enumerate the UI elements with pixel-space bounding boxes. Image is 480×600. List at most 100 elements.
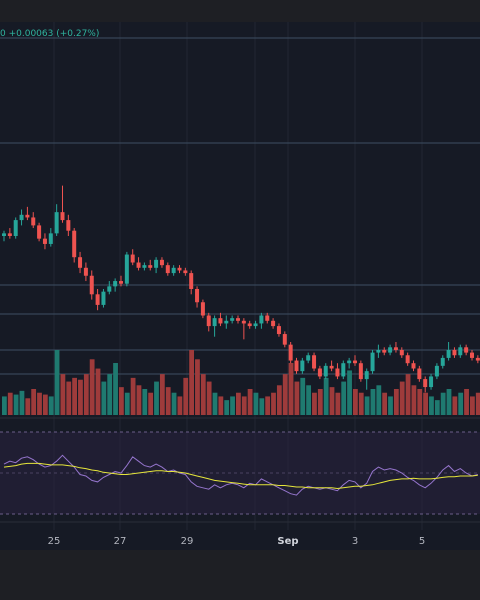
volume-bar [107,374,113,415]
volume-bar [417,389,423,415]
candle-body [282,334,287,345]
volume-bar [206,381,212,415]
volume-bar [60,374,66,415]
volume-bar [411,385,417,415]
candle-body [452,349,457,356]
candle-body [113,281,118,287]
volume-bar [364,396,370,415]
volume-bar [189,350,194,415]
volume-bar [159,374,165,415]
volume-bar [83,374,89,415]
volume-bar [306,385,311,415]
candle-body [183,270,188,274]
candle-body [288,344,293,361]
volume-bar [452,396,458,415]
volume-bar [42,394,48,415]
volume-bar [335,392,341,415]
candle-body [189,273,194,289]
volume-bar [388,396,393,415]
candle-body [119,281,123,284]
volume-bar [183,377,189,415]
candle-body [130,254,135,263]
volume-bar [177,396,183,415]
candle-body [165,265,170,274]
volume-bar [393,389,399,415]
volume-bar [19,390,25,415]
volume-bar [224,400,230,415]
candle-body [148,265,153,268]
candle-body [423,379,428,388]
volume-bar [312,392,317,415]
candle-body [230,318,235,321]
volume-bar [464,389,469,415]
volume-bar [230,396,235,415]
volume-bar [353,389,358,415]
candle-body [370,352,375,372]
candle-body [66,220,71,231]
volume-bar [136,385,142,415]
candle-body [25,214,30,218]
volume-bar [423,392,428,415]
volume-bar [2,396,7,415]
candle-body [335,368,340,377]
candle-body [107,286,112,292]
candle-body [464,347,469,353]
candle-body [124,254,129,284]
volume-bar [429,396,434,415]
volume-bar [101,381,107,415]
candle-body [159,259,164,266]
volume-bar [218,396,224,415]
volume-pane [2,350,480,415]
volume-bar [300,377,306,415]
candle-body [236,318,240,321]
candle-body [358,363,363,380]
volume-bar [119,387,124,415]
candle-body [136,262,141,268]
candle-body [95,294,100,305]
candle-body [19,214,24,221]
top-toolbar [0,0,480,22]
candle-body [458,347,463,356]
candle-body [265,315,270,321]
volume-bar [288,363,294,415]
candle-body [78,257,83,268]
volume-bar [78,379,83,415]
volume-bar [142,389,148,415]
candle-body [72,230,77,258]
volume-bar [329,387,335,415]
volume-bar [341,381,347,415]
candle-body [329,365,334,369]
candle-body [312,355,317,369]
volume-bar [370,389,376,415]
candle-body [83,267,88,276]
volume-bar [148,392,154,415]
volume-bar [458,392,464,415]
candle-body [470,352,474,358]
volume-bar [89,359,95,415]
volume-bar [247,389,253,415]
candle-body [417,368,422,380]
candle-body [54,212,59,234]
candle-body [212,318,217,327]
candle-body [206,315,211,327]
volume-bar [66,381,72,415]
volume-bar [259,398,265,415]
candle-body [224,320,229,324]
volume-bar [95,368,101,415]
x-tick-label: 25 [47,536,61,547]
candle-body [300,360,305,372]
candle-body [142,265,147,268]
candle-body [31,217,36,226]
volume-bar [282,374,288,415]
candle-body [429,376,434,388]
volume-bar [317,389,323,415]
x-tick-label: 3 [351,536,359,547]
candle-body [271,320,276,327]
volume-bar [31,389,37,415]
candle-body [434,365,439,377]
candle-body [7,233,12,236]
price-pane [2,185,480,393]
volume-bar [241,396,247,415]
volume-bar [253,392,259,415]
